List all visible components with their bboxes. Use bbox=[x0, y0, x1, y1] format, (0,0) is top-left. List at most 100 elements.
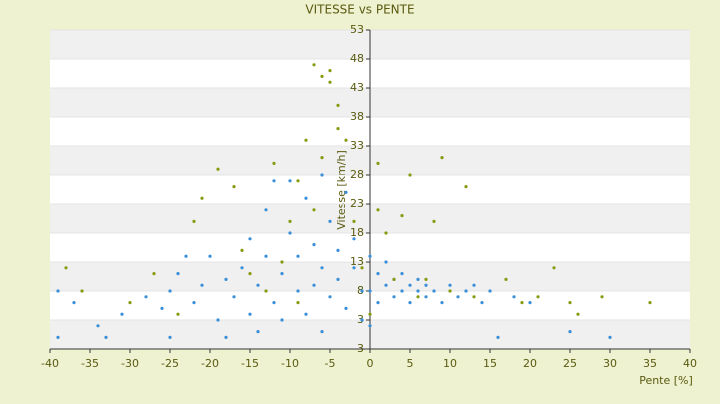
point bbox=[408, 301, 412, 305]
point bbox=[400, 214, 404, 218]
point bbox=[344, 306, 348, 310]
point bbox=[304, 196, 308, 200]
point bbox=[328, 69, 332, 73]
point bbox=[360, 318, 364, 322]
point bbox=[296, 301, 300, 305]
point bbox=[416, 295, 420, 299]
point bbox=[400, 272, 404, 276]
point bbox=[288, 179, 292, 183]
point bbox=[320, 330, 324, 334]
x-tick-label: -25 bbox=[161, 357, 179, 370]
point bbox=[424, 277, 428, 281]
point bbox=[496, 335, 500, 339]
point bbox=[312, 63, 316, 67]
point bbox=[152, 272, 156, 276]
y-tick-label: 13 bbox=[350, 255, 364, 268]
x-tick-label: 25 bbox=[563, 357, 577, 370]
point bbox=[120, 312, 124, 316]
point bbox=[56, 289, 60, 293]
point bbox=[72, 301, 76, 305]
point bbox=[376, 272, 380, 276]
point bbox=[368, 289, 372, 293]
point bbox=[376, 301, 380, 305]
point bbox=[368, 312, 372, 316]
point bbox=[224, 335, 228, 339]
point bbox=[272, 161, 276, 165]
x-tick-label: -35 bbox=[81, 357, 99, 370]
point bbox=[336, 277, 340, 281]
y-tick-label: 43 bbox=[350, 81, 364, 94]
point bbox=[520, 301, 524, 305]
x-tick-label: -20 bbox=[201, 357, 219, 370]
point bbox=[384, 231, 388, 235]
x-tick-label: 0 bbox=[367, 357, 374, 370]
x-tick-label: 35 bbox=[643, 357, 657, 370]
x-tick-label: -30 bbox=[121, 357, 139, 370]
x-tick-label: -40 bbox=[41, 357, 59, 370]
point bbox=[80, 289, 84, 293]
point bbox=[376, 161, 380, 165]
point bbox=[176, 272, 180, 276]
point bbox=[312, 208, 316, 212]
point bbox=[56, 335, 60, 339]
point bbox=[200, 196, 204, 200]
y-tick-label: 18 bbox=[350, 226, 364, 239]
point bbox=[384, 260, 388, 264]
point bbox=[352, 219, 356, 223]
point bbox=[392, 295, 396, 299]
point bbox=[288, 231, 292, 235]
point bbox=[576, 312, 580, 316]
point bbox=[608, 335, 612, 339]
point bbox=[280, 260, 284, 264]
x-tick-label: 30 bbox=[603, 357, 617, 370]
point bbox=[336, 103, 340, 107]
point bbox=[216, 167, 220, 171]
point bbox=[424, 283, 428, 287]
point bbox=[536, 295, 540, 299]
y-tick-label: 28 bbox=[350, 168, 364, 181]
point bbox=[344, 190, 348, 194]
x-tick-label: -10 bbox=[281, 357, 299, 370]
point bbox=[208, 254, 212, 258]
point bbox=[392, 277, 396, 281]
point bbox=[344, 138, 348, 142]
point bbox=[472, 283, 476, 287]
point bbox=[264, 208, 268, 212]
point bbox=[336, 248, 340, 252]
point bbox=[432, 219, 436, 223]
point bbox=[432, 289, 436, 293]
point bbox=[568, 330, 572, 334]
point bbox=[304, 138, 308, 142]
point bbox=[104, 335, 108, 339]
point bbox=[280, 318, 284, 322]
point bbox=[320, 156, 324, 160]
point bbox=[464, 289, 468, 293]
point bbox=[408, 283, 412, 287]
point bbox=[168, 289, 172, 293]
point bbox=[328, 80, 332, 84]
point bbox=[272, 179, 276, 183]
point bbox=[296, 179, 300, 183]
point bbox=[312, 243, 316, 247]
point bbox=[224, 277, 228, 281]
point bbox=[328, 295, 332, 299]
point bbox=[232, 295, 236, 299]
point bbox=[248, 237, 252, 241]
point bbox=[64, 266, 68, 270]
point bbox=[328, 219, 332, 223]
point bbox=[352, 266, 356, 270]
point bbox=[456, 295, 460, 299]
point bbox=[192, 219, 196, 223]
x-tick-label: -15 bbox=[241, 357, 259, 370]
x-axis-title: Pente [%] bbox=[639, 374, 693, 387]
point bbox=[248, 312, 252, 316]
point bbox=[552, 266, 556, 270]
point bbox=[464, 185, 468, 189]
point bbox=[256, 330, 260, 334]
point bbox=[648, 301, 652, 305]
point bbox=[504, 277, 508, 281]
point bbox=[288, 219, 292, 223]
point bbox=[168, 335, 172, 339]
x-tick-label: 40 bbox=[683, 357, 697, 370]
